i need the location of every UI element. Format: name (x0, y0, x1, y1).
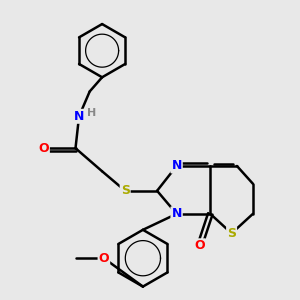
Text: N: N (171, 207, 182, 220)
Text: S: S (121, 184, 130, 197)
Text: O: O (99, 252, 109, 265)
Text: N: N (74, 110, 84, 123)
Text: S: S (227, 227, 236, 240)
Text: H: H (87, 108, 96, 118)
Text: N: N (171, 160, 182, 172)
Text: O: O (38, 142, 49, 155)
Text: O: O (194, 239, 205, 252)
